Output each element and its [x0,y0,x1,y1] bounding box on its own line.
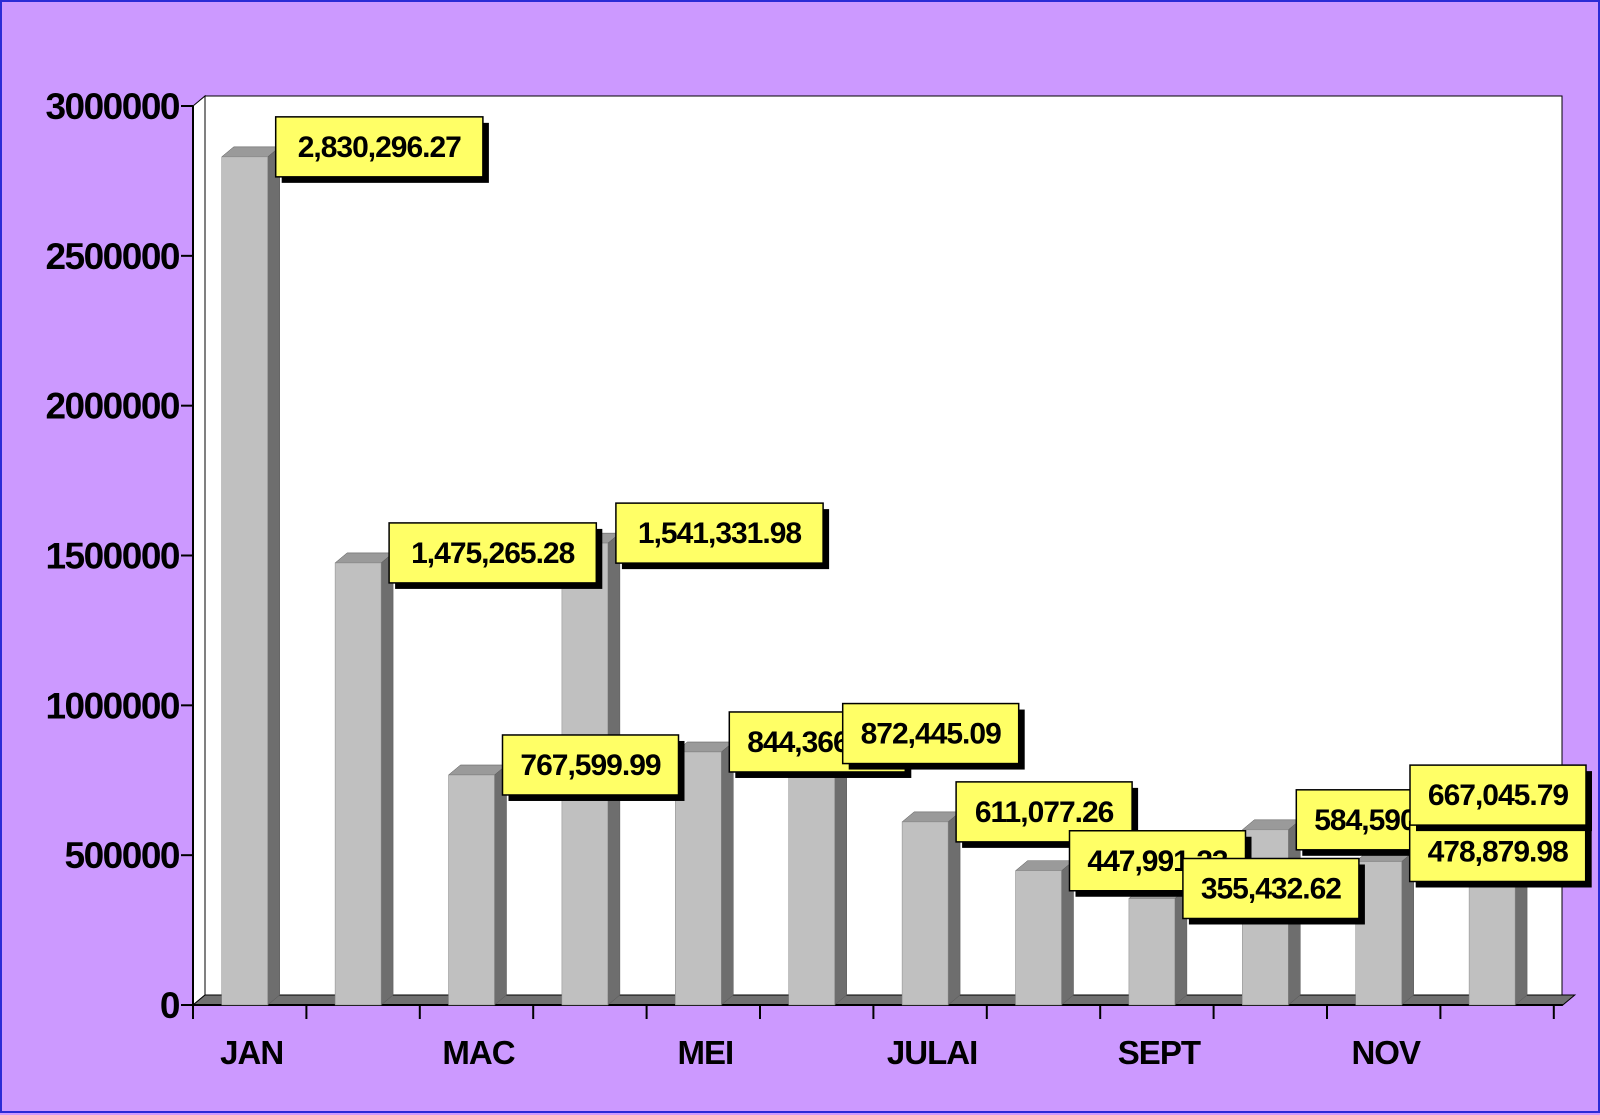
x-tick-label: JAN [220,1034,283,1071]
bar-julai [901,811,961,1006]
y-tick-label: 500000 [65,835,180,876]
bar-sept [1128,887,1188,1006]
data-label-box [501,734,680,796]
data-label-value: 2,830,296.27 [298,131,461,164]
y-tick-label: 1500000 [45,536,179,577]
data-label-value: 355,432.62 [1201,872,1341,905]
data-label-box [274,116,484,178]
x-tick-label: SEPT [1118,1034,1201,1071]
data-label-box [1409,764,1587,826]
data-label: 1,541,331.98 [615,502,830,570]
data-label-box [1408,820,1587,883]
data-label-box [388,522,598,584]
bar-side [721,741,734,1006]
data-label-value: 1,475,265.28 [411,537,574,570]
data-label: 478,879.98 [1408,820,1592,888]
y-tick-label: 2500000 [45,236,179,277]
x-tick-label: MAC [442,1034,514,1071]
bar-front [1128,898,1176,1006]
bar-front [1015,870,1062,1006]
bar-side [267,146,280,1006]
bar-front [448,774,495,1006]
bar-side [494,764,507,1006]
bar-mac [447,764,508,1006]
bar-front [334,562,382,1006]
data-label: 767,599.99 [501,734,685,801]
bar-front [901,821,949,1006]
x-tick-label: NOV [1351,1034,1421,1071]
data-label-value: 1,541,331.98 [638,517,801,550]
y-tick-label: 1000000 [45,685,179,726]
plot-side-wall [192,94,206,1007]
data-label-box [841,702,1020,765]
data-label: 667,045.79 [1409,764,1592,832]
y-tick-label: 0 [160,985,180,1026]
data-label: 2,830,296.27 [274,116,489,183]
x-tick-label: MEI [677,1034,733,1071]
data-label-value: 872,445.09 [861,718,1001,751]
data-label-value: 767,599.99 [520,749,660,782]
bar-front [221,156,268,1006]
x-tick-label: JULAI [887,1034,977,1071]
bar-feb [334,552,394,1006]
data-label-box [615,502,824,564]
bar-front [788,743,835,1006]
data-label-box [1182,857,1360,920]
data-label: 1,475,265.28 [388,522,603,589]
data-label-value: 667,045.79 [1428,779,1568,812]
data-label: 872,445.09 [841,702,1025,770]
bar-jan [221,146,281,1006]
data-label-value: 611,077.26 [975,796,1114,829]
y-tick-label: 2000000 [45,386,179,427]
y-tick-label: 3000000 [45,86,179,127]
bar-ogos [1014,860,1075,1006]
bar-side [380,552,394,1006]
data-label-value: 478,879.98 [1428,835,1568,868]
data-label: 355,432.62 [1182,857,1365,925]
